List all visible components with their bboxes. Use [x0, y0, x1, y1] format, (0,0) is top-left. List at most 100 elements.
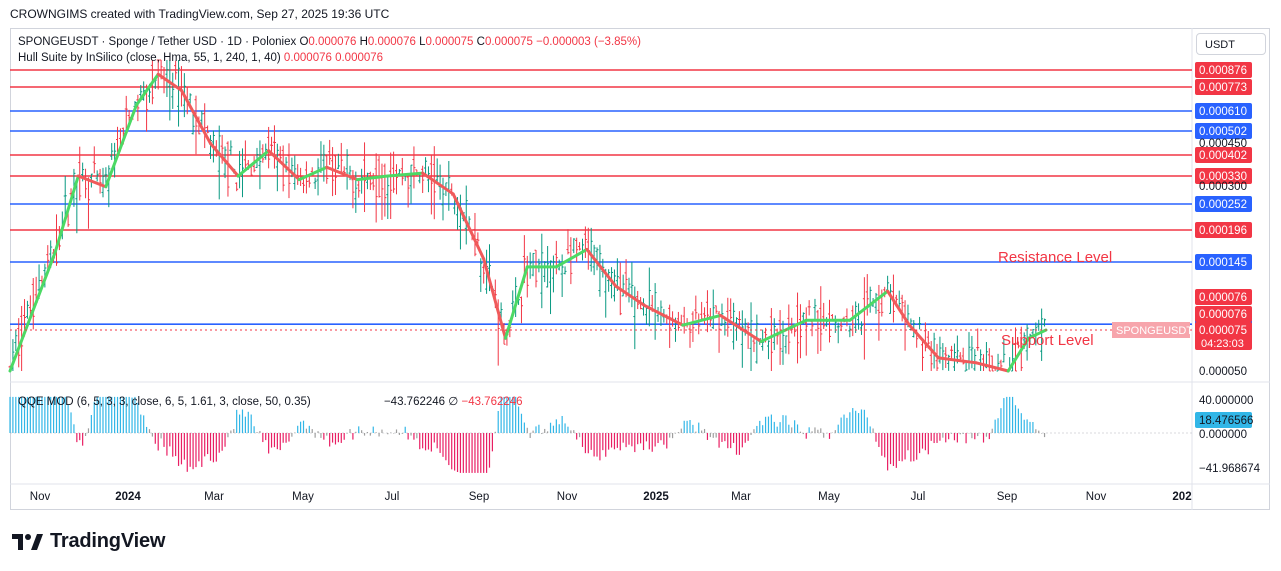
support-annotation: Support Level	[1001, 332, 1094, 349]
hull-legend: Hull Suite by InSilico (close, Hma, 55, …	[18, 52, 383, 64]
x-tick-label: Nov	[557, 491, 578, 503]
x-tick-label: Sep	[469, 491, 489, 503]
hull-segment	[936, 356, 978, 365]
symbol-legend: SPONGEUSDT · Sponge / Tether USD · 1D · …	[18, 36, 641, 48]
x-tick-label: Jul	[911, 491, 926, 503]
resistance-annotation: Resistance Level	[998, 249, 1112, 266]
hull-tag-bg	[1195, 289, 1252, 305]
hull-segment	[907, 323, 940, 360]
y-tick-label: 0.000450	[1199, 138, 1247, 150]
x-tick-label: Sep	[997, 491, 1017, 503]
hull-segment	[681, 313, 723, 327]
level-tag-text: 0.000330	[1199, 171, 1247, 183]
high-label: H	[359, 36, 368, 48]
level-tag-bg	[1195, 79, 1252, 95]
hull-segment	[585, 247, 618, 288]
hull-segment	[451, 192, 486, 261]
level-tag-text: 0.000502	[1199, 126, 1247, 138]
hull-segment	[1027, 328, 1048, 340]
hull-tag-text: 0.000076	[1199, 292, 1247, 304]
level-tag-bg	[1195, 222, 1252, 238]
level-tag-text: 0.000196	[1199, 225, 1247, 237]
hull-segment	[236, 149, 271, 178]
hull-segment	[614, 284, 647, 308]
last-price-tag-bg	[1195, 322, 1252, 350]
hull-segment	[156, 72, 183, 92]
close-label: C	[476, 36, 485, 48]
level-price-tag: 0.000196	[1195, 222, 1252, 238]
symbol-label: SPONGEUSDT · Sponge / Tether USD · 1D · …	[18, 36, 297, 48]
x-tick-label: 2025	[643, 491, 669, 503]
level-tag-bg	[1195, 147, 1252, 163]
hull-tag-text: 0.000076	[1199, 309, 1247, 321]
level-tag-bg	[1195, 196, 1252, 212]
x-tick-label: Mar	[731, 491, 751, 503]
hull-segment	[53, 174, 80, 255]
hull-segment	[76, 174, 108, 189]
low-value: 0.000075	[425, 36, 474, 48]
level-tag-text: 0.000252	[1199, 199, 1247, 211]
hull-segment	[554, 247, 589, 269]
level-tag-bg	[1195, 103, 1252, 119]
level-price-tag: 0.000402	[1195, 147, 1252, 163]
y-tick-label: 0.000300	[1199, 181, 1247, 193]
level-price-tag: 0.000610	[1195, 103, 1252, 119]
y-tick-label: 0.000050	[1199, 366, 1247, 378]
low-label: L	[419, 36, 426, 48]
hull-segment	[974, 361, 1010, 373]
level-tag-text: 0.000610	[1199, 106, 1247, 118]
chart-frame	[10, 28, 1270, 510]
level-tag-bg	[1195, 123, 1252, 139]
x-tick-label: Nov	[1086, 491, 1107, 503]
level-price-tag: 0.000773	[1195, 79, 1252, 95]
symbol-tag-text: SPONGEUSDT	[1116, 325, 1193, 337]
qqe-tag-text: 18.476566	[1199, 415, 1253, 427]
hull-segment	[209, 141, 240, 178]
close-value: 0.000075	[484, 36, 533, 48]
qqe-legend: QQE MOD (6, 5, 3, 3, close, 6, 5, 1.61, …	[18, 394, 523, 408]
hull-label: Hull Suite by InSilico (close, Hma, 55, …	[18, 52, 281, 64]
open-label: O	[299, 36, 309, 48]
hull-segment	[104, 103, 138, 189]
level-price-tag: 0.000876	[1195, 62, 1252, 78]
hull-segment	[503, 265, 529, 340]
level-tag-text: 0.000876	[1199, 65, 1247, 77]
last-price-countdown: 04:23:03	[1201, 338, 1244, 350]
hull-segment	[8, 251, 57, 373]
change-value: −0.000003 (−3.85%)	[536, 36, 641, 48]
qqe-y-tick-label: 40.000000	[1199, 395, 1253, 407]
x-tick-label: May	[292, 491, 314, 503]
hull-price-tag: 0.000076	[1195, 306, 1252, 322]
brand-name: TradingView	[50, 530, 166, 552]
x-tick-label: Nov	[30, 491, 51, 503]
hull-segment	[386, 171, 425, 178]
hull-segment	[482, 257, 507, 340]
hull-segment	[297, 165, 329, 182]
hull-value-1: 0.000076	[283, 52, 332, 64]
qqe-y-tick-label: 0.000000	[1199, 429, 1247, 441]
hull-value-2: 0.000076	[335, 52, 384, 64]
level-tag-text: 0.000402	[1199, 150, 1247, 162]
hull-segment	[759, 318, 808, 343]
x-tick-label: Jul	[385, 491, 400, 503]
hull-segment	[355, 174, 390, 182]
hull-segment	[325, 165, 359, 182]
last-price-value: 0.000075	[1199, 325, 1247, 337]
qqe-value-1: −43.762246	[383, 396, 446, 408]
hull-segment	[134, 72, 160, 107]
currency-selector[interactable]: USDT	[1196, 33, 1266, 55]
level-tag-bg	[1195, 168, 1252, 184]
chart-credit: CROWNGIMS created with TradingView.com, …	[10, 7, 390, 21]
x-tick-label: 2024	[115, 491, 141, 503]
hull-segment	[421, 171, 455, 196]
hull-segment	[1006, 336, 1031, 373]
tradingview-logo-icon	[12, 533, 43, 550]
hull-segment	[643, 304, 685, 327]
level-tag-bg	[1195, 254, 1252, 270]
hull-price-tag: 0.000076	[1195, 289, 1252, 305]
hull-tag-bg	[1195, 306, 1252, 322]
tradingview-logo: TradingView	[12, 530, 165, 553]
level-tag-bg	[1195, 62, 1252, 78]
